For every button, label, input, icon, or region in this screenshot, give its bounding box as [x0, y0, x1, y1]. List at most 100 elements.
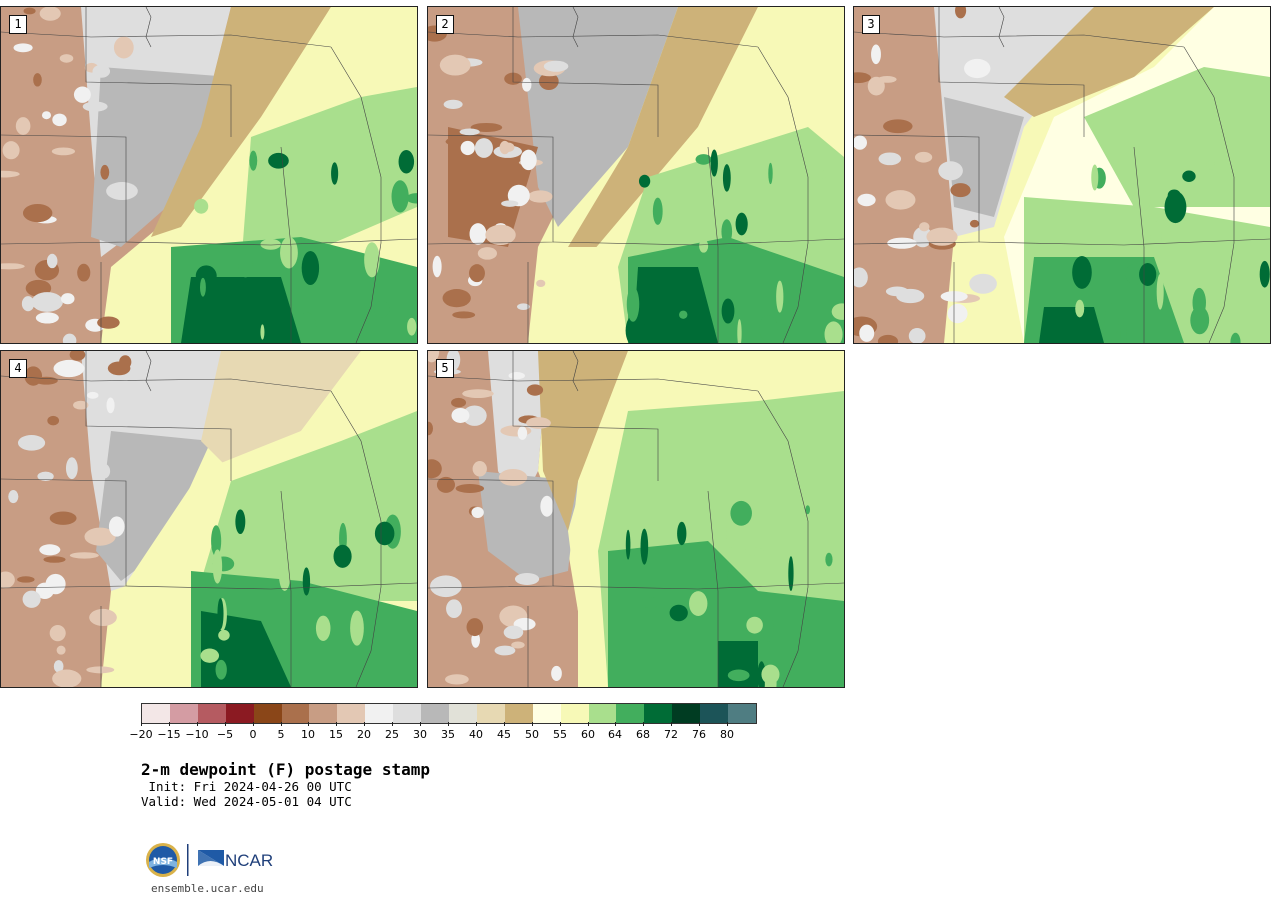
state-boundary	[938, 7, 1085, 137]
dewpoint-region	[96, 431, 211, 581]
colorbar-swatch	[142, 704, 170, 723]
colorbar-tick	[727, 722, 728, 726]
colorbar-tick	[448, 722, 449, 726]
dewpoint-patch	[1150, 222, 1162, 254]
dewpoint-patch	[472, 461, 487, 477]
dewpoint-patch	[194, 198, 209, 214]
dewpoint-patch	[896, 288, 925, 304]
colorbar-tick-label: −15	[157, 728, 181, 741]
colorbar-swatch	[560, 704, 589, 723]
dewpoint-patch	[442, 288, 471, 308]
colorbar-swatch	[281, 704, 310, 723]
dewpoint-patch	[13, 43, 33, 53]
dewpoint-patch	[331, 162, 339, 185]
colorbar-tick	[308, 722, 309, 726]
colorbar-ticks: −20 −15 −10 −5 0 5 10 15 20 25 30 35 40 45 50 55 60 64 68 7…	[129, 722, 757, 744]
dewpoint-patch	[640, 528, 649, 565]
colorbar-tick	[560, 722, 561, 726]
colorbar-tick-label: 10	[301, 728, 315, 741]
dewpoint-patch	[53, 660, 64, 673]
dewpoint-patch	[106, 182, 138, 201]
dewpoint-patch	[501, 200, 519, 207]
colorbar-tick	[364, 722, 365, 726]
colorbar-swatch	[504, 704, 533, 723]
dewpoint-patch	[106, 397, 115, 414]
dewpoint-patch	[885, 190, 916, 210]
state-boundary	[757, 390, 809, 587]
colorbar-swatch	[532, 704, 561, 723]
dewpoint-patch	[964, 58, 991, 79]
dewpoint-patch	[477, 247, 497, 260]
dewpoint-patch	[499, 140, 510, 155]
colorbar-swatch	[588, 704, 617, 723]
dewpoint-patch	[452, 311, 476, 319]
panel-label: 3	[862, 15, 880, 34]
dewpoint-patch	[498, 469, 528, 486]
dewpoint-patch	[955, 7, 967, 19]
dewpoint-patch	[49, 624, 66, 642]
dewpoint-patch	[22, 590, 41, 608]
dewpoint-patch	[762, 615, 774, 642]
state-boundary	[1, 478, 127, 589]
dewpoint-patch	[43, 556, 66, 563]
init-time: Init: Fri 2024-04-26 00 UTC	[141, 779, 352, 794]
logo-divider	[187, 844, 189, 876]
dewpoint-region	[538, 351, 628, 531]
dewpoint-patch	[8, 490, 19, 504]
dewpoint-region	[151, 7, 331, 237]
dewpoint-patch	[77, 263, 91, 282]
colorbar-tick-label: −10	[185, 728, 209, 741]
dewpoint-patch	[443, 99, 463, 109]
dewpoint-patch	[517, 426, 528, 440]
dewpoint-patch	[1139, 263, 1157, 286]
dewpoint-patch	[73, 86, 91, 103]
colorbar-swatch	[700, 704, 729, 723]
map-panel-3[interactable]: 3	[853, 6, 1271, 344]
state-boundary	[572, 7, 579, 48]
state-boundary	[145, 351, 152, 392]
dewpoint-patch	[638, 174, 651, 188]
state-boundary	[552, 238, 844, 246]
colorbar-swatch	[225, 704, 254, 723]
state-boundary	[782, 242, 809, 343]
dewpoint-patch	[677, 521, 687, 546]
dewpoint-patch	[113, 36, 134, 59]
dewpoint-region	[1004, 7, 1214, 117]
dewpoint-patch	[297, 312, 317, 341]
dewpoint-patch	[1167, 189, 1181, 201]
dewpoint-patch	[272, 657, 277, 681]
state-boundary	[978, 238, 1270, 246]
colorbar-tick	[225, 722, 226, 726]
colorbar-swatch	[197, 704, 226, 723]
dewpoint-patch	[69, 351, 86, 361]
dewpoint-patch	[278, 555, 291, 592]
colorbar-tick	[141, 722, 142, 726]
dewpoint-patch	[31, 292, 63, 312]
map-panel-2[interactable]: 2	[427, 6, 845, 344]
dewpoint-patch	[215, 659, 227, 680]
dewpoint-patch	[950, 183, 971, 198]
colorbar-swatch	[337, 704, 366, 723]
dewpoint-patch	[108, 516, 125, 537]
dewpoint-region	[1084, 67, 1270, 207]
dewpoint-patch	[22, 203, 53, 223]
dewpoint-patch	[854, 135, 867, 150]
dewpoint-patch	[526, 384, 544, 396]
dewpoint-patch	[200, 277, 206, 297]
dewpoint-patch	[1, 263, 25, 270]
dewpoint-patch	[97, 463, 111, 479]
dewpoint-patch	[721, 298, 735, 324]
colorbar-swatch	[169, 704, 198, 723]
dewpoint-patch	[446, 599, 462, 619]
dewpoint-patch	[466, 618, 484, 637]
map-panel-1[interactable]: 1	[0, 6, 418, 344]
dewpoint-patch	[1206, 160, 1216, 170]
state-boundary	[1183, 46, 1235, 243]
dewpoint-patch	[374, 521, 395, 546]
map-panel-4[interactable]: 4	[0, 350, 418, 688]
map-panel-5[interactable]: 5	[427, 350, 845, 688]
dewpoint-patch	[364, 242, 380, 278]
dewpoint-patch	[1, 571, 15, 589]
state-boundary	[1208, 242, 1235, 343]
dewpoint-patch	[439, 54, 471, 76]
